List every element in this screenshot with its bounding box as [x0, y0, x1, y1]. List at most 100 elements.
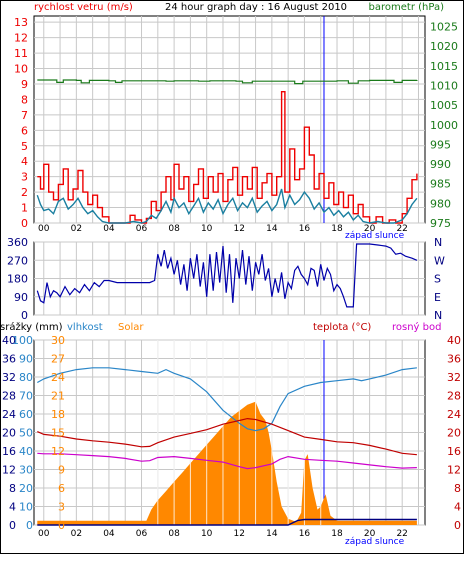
temperature-tick-label: 32: [447, 371, 461, 384]
precip-tick-label: 12: [2, 464, 16, 477]
sunset-label-top: západ slunce: [345, 231, 405, 241]
precipitation-line: [37, 518, 417, 526]
wind-speed-tick-label: 1: [21, 202, 28, 215]
wind-speed-tick-label: 8: [21, 93, 28, 106]
compass-tick-label: E: [434, 291, 441, 304]
temperature-tick-label: 36: [447, 353, 461, 366]
solar-tick-label: 12: [51, 445, 65, 458]
wind-speed-title: rychlost vetru (m/s): [34, 2, 133, 13]
wind-speed-tick-label: 7: [21, 109, 28, 122]
temperature-tick-label: 40: [447, 334, 461, 347]
hour-tick-label-bottom: 02: [71, 529, 82, 539]
hour-tick-label-bottom: 14: [266, 529, 278, 539]
wind-speed-tick-label: 6: [21, 124, 28, 137]
humidity-tick-label: 50: [19, 427, 33, 440]
hour-tick-label-bottom: 16: [299, 529, 311, 539]
hour-tick-label-bottom: 18: [331, 529, 343, 539]
precip-tick-label: 4: [9, 501, 16, 514]
wind-speed-tick-label: 10: [14, 63, 28, 76]
pressure-tick-label: 1020: [430, 40, 458, 53]
wind-direction-line: [36, 243, 418, 308]
solar-tick-label: 21: [51, 390, 65, 403]
axis-labels-layer: 0123456789101112139759809859909951000100…: [2, 16, 461, 539]
hour-tick-label-bottom: 20: [364, 529, 376, 539]
precip-tick-label: 0: [9, 519, 16, 532]
humidity-tick-label: 90: [19, 353, 33, 366]
hour-tick-label-bottom: 04: [103, 529, 115, 539]
solar-tick-label: 0: [58, 519, 65, 532]
solar-title: Solar: [118, 322, 144, 333]
temperature-title: teplota (°C): [313, 322, 371, 333]
precip-tick-label: 36: [2, 353, 16, 366]
pressure-tick-label: 995: [430, 138, 451, 151]
temperature-tick-label: 0: [454, 519, 461, 532]
humidity-tick-label: 80: [19, 371, 33, 384]
hour-tick-label-bottom: 00: [38, 529, 50, 539]
compass-tick-label: S: [434, 273, 441, 286]
hour-tick-label-bottom: 10: [201, 529, 213, 539]
pressure-line: [37, 79, 418, 85]
wind-speed-tick-label: 3: [21, 171, 28, 184]
direction-tick-label: 90: [14, 291, 28, 304]
humidity-tick-label: 100: [12, 334, 33, 347]
hour-tick-label-bottom: 12: [234, 529, 245, 539]
wind-speed-tick-label: 5: [21, 140, 28, 153]
direction-tick-label: 270: [7, 254, 28, 267]
solar-tick-label: 9: [58, 464, 65, 477]
solar-tick-label: 27: [51, 353, 65, 366]
direction-tick-label: 360: [7, 236, 28, 249]
hour-tick-label: 04: [103, 224, 115, 234]
precip-tick-label: 40: [2, 334, 16, 347]
series-layer: [36, 79, 418, 526]
hour-tick-label: 00: [38, 224, 50, 234]
pressure-tick-label: 1025: [430, 21, 458, 34]
temperature-tick-label: 24: [447, 408, 461, 421]
direction-tick-label: 180: [7, 273, 28, 286]
wind-speed-tick-label: 2: [21, 186, 28, 199]
precip-tick-label: 20: [2, 427, 16, 440]
pressure-tick-label: 1000: [430, 119, 458, 132]
plot-area-wind: [33, 15, 426, 224]
wind-speed-tick-label: 4: [21, 155, 28, 168]
solar-tick-label: 30: [51, 334, 65, 347]
wind-speed-tick-label: 13: [14, 16, 28, 29]
wind-speed-tick-label: 12: [14, 32, 28, 45]
hour-tick-label: 08: [168, 224, 180, 234]
temperature-tick-label: 4: [454, 501, 461, 514]
pressure-tick-label: 990: [430, 158, 451, 171]
humidity-tick-label: 10: [19, 501, 33, 514]
temperature-tick-label: 12: [447, 464, 461, 477]
humidity-tick-label: 40: [19, 445, 33, 458]
hour-tick-label: 16: [299, 224, 311, 234]
temperature-tick-label: 20: [447, 427, 461, 440]
hour-tick-label-bottom: 08: [168, 529, 180, 539]
hour-tick-label: 14: [266, 224, 278, 234]
compass-tick-label: N: [434, 236, 442, 249]
hour-tick-label: 06: [136, 224, 148, 234]
pressure-tick-label: 975: [430, 217, 451, 230]
graph-title: 24 hour graph day : 16 August 2010: [165, 2, 347, 13]
precip-tick-label: 28: [2, 390, 16, 403]
humidity-tick-label: 70: [19, 390, 33, 403]
wind-speed-tick-label: 11: [14, 47, 28, 60]
solar-tick-label: 3: [58, 501, 65, 514]
precip-title: srážky (mm): [0, 321, 63, 333]
humidity-title: vlhkost: [67, 322, 103, 333]
hour-tick-label: 10: [201, 224, 213, 234]
hour-tick-label: 20: [364, 224, 376, 234]
humidity-tick-label: 30: [19, 464, 33, 477]
dew-point-title: rosný bod: [392, 321, 441, 333]
hour-tick-label-bottom: 22: [396, 529, 407, 539]
temperature-tick-label: 8: [454, 482, 461, 495]
precip-tick-label: 24: [2, 408, 16, 421]
hour-tick-label: 18: [331, 224, 343, 234]
hour-tick-label: 22: [396, 224, 407, 234]
pressure-tick-label: 1005: [430, 99, 458, 112]
humidity-tick-label: 60: [19, 408, 33, 421]
pressure-tick-label: 985: [430, 178, 451, 191]
hour-tick-label: 02: [71, 224, 82, 234]
sunset-label-bottom: západ slunce: [345, 537, 405, 547]
precip-tick-label: 16: [2, 445, 16, 458]
temperature-tick-label: 16: [447, 445, 461, 458]
